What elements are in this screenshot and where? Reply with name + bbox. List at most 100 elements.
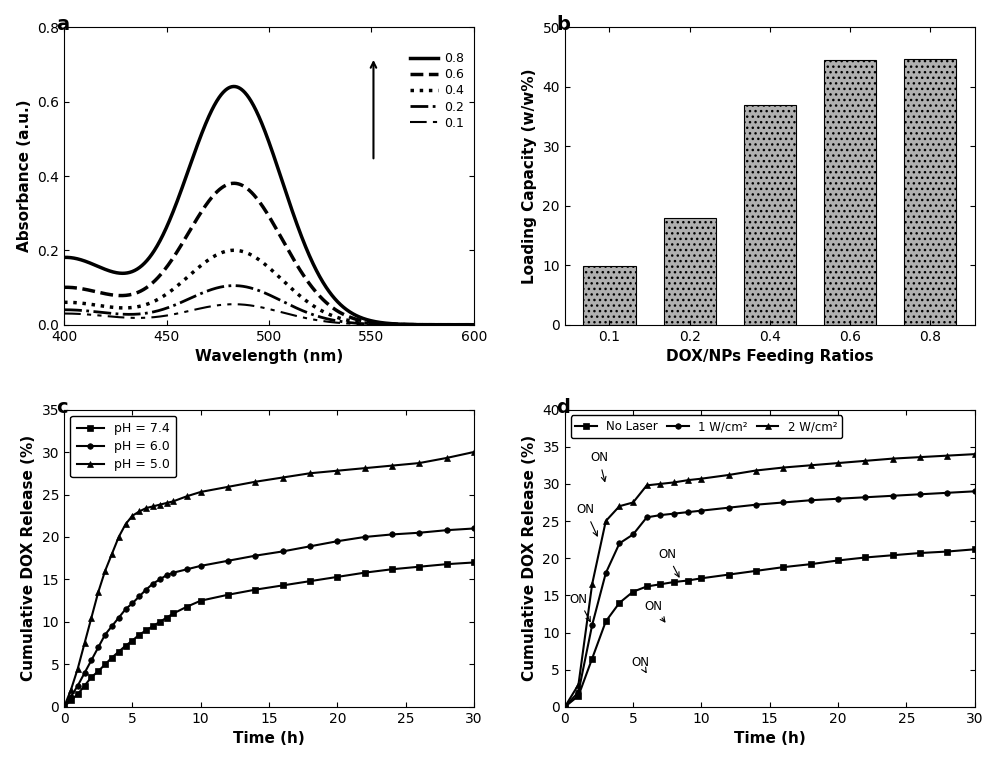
2 W/cm²	[682, 475, 694, 485]
pH = 6.0	[195, 562, 207, 571]
1 W/cm²	[613, 539, 625, 548]
pH = 7.4	[161, 613, 173, 623]
pH = 7.4	[126, 636, 138, 645]
Line: No Laser: No Laser	[562, 546, 977, 710]
Text: ON: ON	[658, 548, 679, 577]
pH = 5.0	[331, 466, 343, 475]
1 W/cm²	[750, 500, 762, 509]
pH = 6.0	[277, 547, 289, 556]
No Laser	[586, 654, 598, 663]
pH = 5.0	[147, 502, 159, 511]
Y-axis label: Cumulative DOX Release (%): Cumulative DOX Release (%)	[21, 435, 36, 681]
2 W/cm²	[668, 478, 680, 487]
Text: ON: ON	[590, 452, 608, 481]
pH = 5.0	[92, 588, 104, 597]
2 W/cm²	[600, 517, 612, 526]
pH = 6.0	[386, 530, 398, 539]
Y-axis label: Loading Capacity (w/w%): Loading Capacity (w/w%)	[522, 68, 537, 284]
1 W/cm²	[914, 490, 926, 499]
1 W/cm²	[627, 530, 639, 539]
No Laser	[641, 582, 653, 591]
pH = 7.4	[167, 609, 179, 618]
pH = 6.0	[65, 692, 77, 701]
No Laser	[572, 691, 584, 700]
pH = 5.0	[441, 453, 453, 462]
pH = 5.0	[106, 549, 118, 559]
Text: ON: ON	[645, 600, 665, 622]
X-axis label: Time (h): Time (h)	[734, 731, 806, 746]
pH = 7.4	[58, 702, 70, 711]
No Laser	[750, 566, 762, 575]
pH = 6.0	[161, 571, 173, 580]
1 W/cm²	[777, 498, 789, 507]
No Laser	[887, 551, 899, 560]
pH = 5.0	[181, 491, 193, 501]
Legend: No Laser, 1 W/cm², 2 W/cm²: No Laser, 1 W/cm², 2 W/cm²	[571, 415, 842, 438]
No Laser	[969, 545, 981, 554]
pH = 6.0	[249, 551, 261, 560]
pH = 7.4	[386, 565, 398, 574]
2 W/cm²	[941, 451, 953, 460]
pH = 7.4	[79, 681, 91, 691]
pH = 7.4	[181, 602, 193, 611]
pH = 6.0	[72, 681, 84, 691]
Line: 1 W/cm²: 1 W/cm²	[562, 488, 977, 710]
No Laser	[627, 587, 639, 596]
No Laser	[613, 598, 625, 607]
1 W/cm²	[805, 496, 817, 505]
1 W/cm²	[559, 702, 571, 711]
pH = 5.0	[79, 639, 91, 648]
pH = 6.0	[126, 599, 138, 608]
pH = 6.0	[120, 604, 132, 613]
1 W/cm²	[572, 687, 584, 697]
No Laser	[805, 559, 817, 568]
Line: pH = 6.0: pH = 6.0	[61, 526, 477, 710]
pH = 5.0	[359, 464, 371, 473]
1 W/cm²	[586, 620, 598, 629]
2 W/cm²	[627, 498, 639, 507]
1 W/cm²	[969, 487, 981, 496]
1 W/cm²	[723, 503, 735, 512]
pH = 7.4	[277, 581, 289, 590]
No Laser	[723, 570, 735, 579]
pH = 6.0	[113, 613, 125, 623]
1 W/cm²	[887, 491, 899, 501]
2 W/cm²	[805, 461, 817, 470]
No Laser	[682, 576, 694, 585]
pH = 5.0	[195, 488, 207, 497]
pH = 6.0	[133, 592, 145, 601]
Line: 2 W/cm²: 2 W/cm²	[562, 452, 977, 710]
Text: c: c	[56, 398, 68, 417]
pH = 7.4	[106, 653, 118, 662]
2 W/cm²	[777, 463, 789, 472]
pH = 6.0	[85, 655, 97, 665]
Text: ON: ON	[631, 656, 649, 672]
No Laser	[654, 580, 666, 589]
pH = 7.4	[85, 673, 97, 682]
Y-axis label: Cumulative DOX Release (%): Cumulative DOX Release (%)	[522, 435, 537, 681]
2 W/cm²	[723, 470, 735, 479]
Legend: 0.8, 0.6, 0.4, 0.2, 0.1: 0.8, 0.6, 0.4, 0.2, 0.1	[406, 49, 468, 134]
pH = 7.4	[468, 558, 480, 567]
No Laser	[668, 578, 680, 587]
Text: d: d	[557, 398, 570, 417]
1 W/cm²	[859, 493, 871, 502]
pH = 7.4	[92, 667, 104, 676]
2 W/cm²	[887, 454, 899, 463]
pH = 7.4	[72, 690, 84, 699]
1 W/cm²	[941, 488, 953, 497]
Line: pH = 7.4: pH = 7.4	[61, 560, 477, 710]
pH = 7.4	[359, 568, 371, 578]
pH = 5.0	[222, 482, 234, 491]
pH = 6.0	[331, 536, 343, 546]
Text: a: a	[56, 15, 69, 34]
pH = 5.0	[133, 507, 145, 516]
No Laser	[914, 549, 926, 558]
Text: ON: ON	[576, 504, 597, 536]
pH = 5.0	[167, 497, 179, 506]
2 W/cm²	[641, 481, 653, 490]
2 W/cm²	[572, 680, 584, 689]
pH = 6.0	[359, 533, 371, 542]
pH = 6.0	[140, 585, 152, 594]
Legend: pH = 7.4, pH = 6.0, pH = 5.0: pH = 7.4, pH = 6.0, pH = 5.0	[70, 416, 176, 478]
